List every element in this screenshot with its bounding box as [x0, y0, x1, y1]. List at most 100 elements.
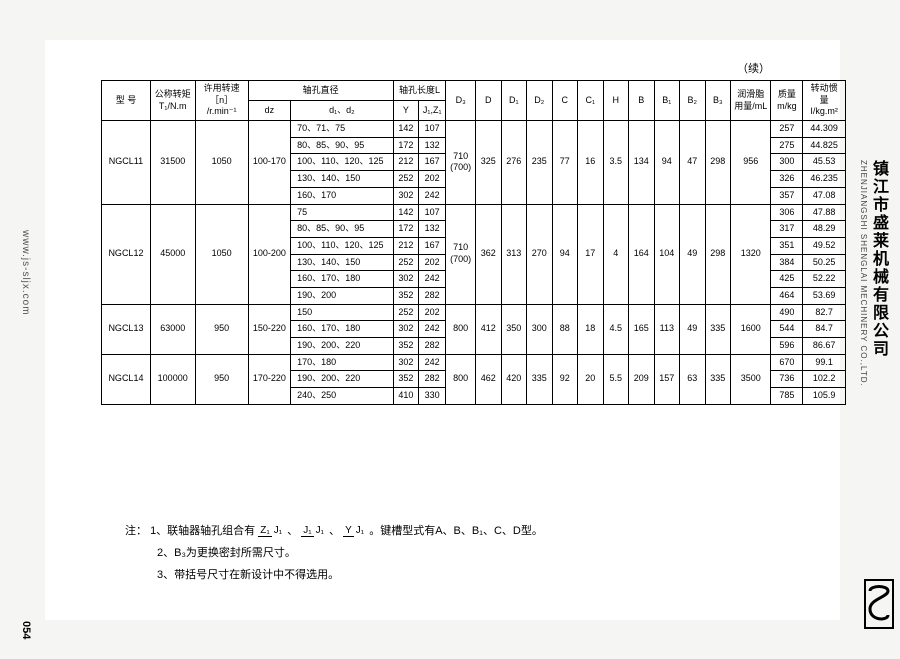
table-cell: 302 [393, 187, 419, 204]
table-cell: 31500 [150, 121, 195, 204]
table-cell: 157 [654, 354, 680, 404]
table-cell: 82.7 [803, 304, 846, 321]
company-name-en: ZHENJIANGSHI SHENGLAI MECHINERY CO.,LTD. [859, 160, 868, 387]
frac2-bot: J₁ [314, 525, 326, 536]
table-cell: 252 [393, 254, 419, 271]
table-cell: 88 [552, 304, 578, 354]
table-cell: 710(700) [446, 121, 476, 204]
table-cell: 302 [393, 354, 419, 371]
col-header: D [476, 81, 502, 121]
table-cell: 956 [731, 121, 771, 204]
company-name-cn: 镇江市盛莱机械有限公司 [866, 160, 890, 358]
spec-table-wrap: 型 号公称转矩T₁/N.m许用转速［n］/r.min⁻¹轴孔直径轴孔长度LD₃D… [101, 80, 846, 405]
col-header: d₁、d₂ [291, 101, 393, 121]
table-cell: 242 [419, 187, 446, 204]
table-cell: 3500 [731, 354, 771, 404]
table-cell: 326 [771, 171, 803, 188]
table-cell: 160、170、180 [291, 271, 393, 288]
table-cell: 150 [291, 304, 393, 321]
col-header: 轴孔长度L [393, 81, 446, 101]
table-cell: 47 [680, 121, 706, 204]
table-cell: 16 [578, 121, 604, 204]
col-header: B₂ [680, 81, 706, 121]
col-header: dz [248, 101, 291, 121]
table-cell: 107 [419, 204, 446, 221]
table-cell: 170、180 [291, 354, 393, 371]
table-cell: 190、200、220 [291, 338, 393, 355]
table-cell: 350 [501, 304, 527, 354]
table-cell: 167 [419, 237, 446, 254]
table-cell: 275 [771, 137, 803, 154]
page-number: 054 [20, 621, 32, 639]
table-cell: 4 [603, 204, 629, 304]
table-cell: 49 [680, 304, 706, 354]
table-cell: 596 [771, 338, 803, 355]
table-cell: 252 [393, 171, 419, 188]
table-cell: 202 [419, 171, 446, 188]
table-cell: 94 [552, 204, 578, 304]
table-cell: 80、85、90、95 [291, 221, 393, 238]
table-cell: 335 [705, 354, 731, 404]
table-cell: 298 [705, 121, 731, 204]
table-cell: 302 [393, 271, 419, 288]
table-cell: 425 [771, 271, 803, 288]
table-cell: 100-200 [248, 204, 291, 304]
table-cell: 300 [771, 154, 803, 171]
table-cell: 84.7 [803, 321, 846, 338]
table-cell: NGCL13 [102, 304, 151, 354]
table-cell: 270 [527, 204, 553, 304]
col-header: 公称转矩T₁/N.m [150, 81, 195, 121]
col-header: Y [393, 101, 419, 121]
col-header: 质量m/kg [771, 81, 803, 121]
table-cell: 20 [578, 354, 604, 404]
table-cell: 47.08 [803, 187, 846, 204]
notes-block: 注： 1、联轴器轴孔组合有 Z₁J₁ 、 J₁J₁ 、 YJ₁ 。键槽型式有A、… [125, 520, 543, 586]
table-cell: 490 [771, 304, 803, 321]
table-cell: 785 [771, 388, 803, 405]
table-cell: 100、110、120、125 [291, 237, 393, 254]
table-row: NGCL11315001050100-17070、71、75142107710(… [102, 121, 846, 138]
table-cell: 800 [446, 354, 476, 404]
col-header: B₃ [705, 81, 731, 121]
table-row: NGCL14100000950170-220170、18030224280046… [102, 354, 846, 371]
table-cell: 317 [771, 221, 803, 238]
table-cell: 107 [419, 121, 446, 138]
table-cell: 63 [680, 354, 706, 404]
frac3-bot: J₁ [354, 525, 366, 536]
table-cell: 276 [501, 121, 527, 204]
table-cell: 92 [552, 354, 578, 404]
table-cell: 164 [629, 204, 655, 304]
table-cell: 80、85、90、95 [291, 137, 393, 154]
table-cell: 352 [393, 371, 419, 388]
table-cell: 75 [291, 204, 393, 221]
table-cell: 132 [419, 221, 446, 238]
col-header: J₁,Z₁ [419, 101, 446, 121]
note-2: 2、B₃为更换密封所需尺寸。 [125, 542, 543, 564]
col-header: 润滑脂用量/mL [731, 81, 771, 121]
table-cell: 1320 [731, 204, 771, 304]
col-header: D₂ [527, 81, 553, 121]
table-cell: 172 [393, 137, 419, 154]
table-cell: 100-170 [248, 121, 291, 204]
table-cell: 298 [705, 204, 731, 304]
table-cell: 99.1 [803, 354, 846, 371]
col-header: 许用转速［n］/r.min⁻¹ [195, 81, 248, 121]
table-cell: 282 [419, 287, 446, 304]
table-cell: 950 [195, 304, 248, 354]
frac1-top: Z₁ [258, 525, 271, 537]
table-cell: 100000 [150, 354, 195, 404]
table-cell: 252 [393, 304, 419, 321]
col-header: 型 号 [102, 81, 151, 121]
table-cell: 77 [552, 121, 578, 204]
table-cell: 1050 [195, 121, 248, 204]
table-cell: 18 [578, 304, 604, 354]
table-cell: 170-220 [248, 354, 291, 404]
table-cell: 113 [654, 304, 680, 354]
table-cell: 44.825 [803, 137, 846, 154]
table-cell: 950 [195, 354, 248, 404]
table-cell: 44.309 [803, 121, 846, 138]
spec-table: 型 号公称转矩T₁/N.m许用转速［n］/r.min⁻¹轴孔直径轴孔长度LD₃D… [101, 80, 846, 405]
table-cell: NGCL11 [102, 121, 151, 204]
table-cell: 5.5 [603, 354, 629, 404]
col-header: 轴孔直径 [248, 81, 393, 101]
